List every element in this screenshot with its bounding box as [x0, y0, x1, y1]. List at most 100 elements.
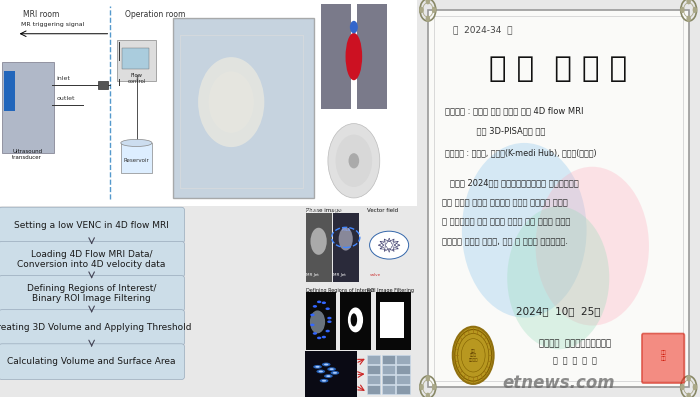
Circle shape [692, 384, 697, 390]
Circle shape [426, 393, 430, 397]
Circle shape [327, 320, 332, 323]
Circle shape [332, 372, 337, 374]
FancyBboxPatch shape [332, 213, 358, 282]
Text: Phase image: Phase image [306, 208, 341, 213]
Text: 이바지한 공로가 크므로, 이에 이 상장을 수여합니다.: 이바지한 공로가 크므로, 이에 이 상장을 수여합니다. [442, 238, 568, 247]
Text: Ultrasound
transducer: Ultrasound transducer [12, 149, 42, 160]
FancyBboxPatch shape [121, 143, 152, 173]
Circle shape [687, 393, 691, 397]
Circle shape [310, 314, 314, 316]
Ellipse shape [348, 307, 363, 332]
Text: 전자
서명: 전자 서명 [660, 350, 666, 361]
FancyBboxPatch shape [172, 18, 314, 198]
Text: 2024년  10월  25일: 2024년 10월 25일 [516, 306, 601, 317]
FancyBboxPatch shape [367, 375, 381, 384]
FancyBboxPatch shape [396, 365, 410, 374]
Text: 을 인정받았을 뿐만 아니라 가시화 기술 분야의 발전에: 을 인정받았을 뿐만 아니라 가시화 기술 분야의 발전에 [442, 218, 570, 227]
Text: Loading 4D Flow MRI Data/
Conversion into 4D velocity data: Loading 4D Flow MRI Data/ Conversion int… [18, 250, 166, 269]
Text: etnews.com: etnews.com [502, 374, 615, 392]
FancyBboxPatch shape [340, 292, 371, 350]
Circle shape [310, 324, 314, 326]
Ellipse shape [310, 310, 325, 333]
FancyBboxPatch shape [367, 385, 381, 393]
Ellipse shape [346, 33, 362, 80]
FancyBboxPatch shape [0, 344, 185, 380]
Text: Setting a low VENC in 4D flow MRI: Setting a low VENC in 4D flow MRI [14, 221, 169, 229]
Ellipse shape [351, 313, 357, 326]
Circle shape [324, 364, 328, 365]
Circle shape [198, 57, 265, 147]
Circle shape [316, 370, 325, 373]
Text: V180: V180 [306, 209, 318, 214]
FancyBboxPatch shape [428, 10, 689, 387]
FancyBboxPatch shape [0, 310, 185, 345]
Circle shape [209, 71, 254, 133]
Circle shape [692, 7, 697, 13]
Circle shape [680, 384, 685, 390]
Circle shape [322, 301, 326, 304]
FancyBboxPatch shape [396, 385, 410, 393]
Ellipse shape [328, 123, 380, 198]
Text: Vector field: Vector field [368, 208, 398, 213]
Text: 우 수  논 문 상: 우 수 논 문 상 [489, 56, 627, 83]
Circle shape [322, 380, 326, 382]
FancyBboxPatch shape [382, 385, 395, 393]
FancyBboxPatch shape [304, 351, 356, 397]
Circle shape [328, 367, 336, 371]
Ellipse shape [311, 228, 327, 255]
FancyBboxPatch shape [367, 355, 381, 364]
Text: Defining Regions of Interest: Defining Regions of Interest [306, 288, 374, 293]
Circle shape [426, 0, 430, 4]
Text: Flow
control: Flow control [127, 73, 146, 84]
Text: 기반 3D-PISA기법 개발: 기반 3D-PISA기법 개발 [445, 127, 545, 135]
Circle shape [315, 366, 320, 368]
Text: inlet: inlet [56, 76, 70, 81]
Text: 에서 우수한 논문을 발표하여 연구의 독창성과 우수성: 에서 우수한 논문을 발표하여 연구의 독창성과 우수성 [442, 198, 568, 207]
FancyBboxPatch shape [122, 48, 148, 69]
Circle shape [330, 368, 334, 370]
Circle shape [687, 375, 691, 382]
Circle shape [432, 384, 436, 390]
Circle shape [326, 375, 330, 377]
Circle shape [320, 379, 328, 383]
Text: 회  장  선  재  용: 회 장 선 재 용 [554, 357, 597, 366]
FancyBboxPatch shape [381, 302, 405, 338]
Circle shape [680, 7, 685, 13]
Text: 논문제목 : 승모판 역류 진단을 위한 4D flow MRI: 논문제목 : 승모판 역류 진단을 위한 4D flow MRI [445, 107, 583, 116]
Text: MRI room: MRI room [24, 10, 60, 19]
Text: 제  2024-34  호: 제 2024-34 호 [454, 25, 513, 34]
Circle shape [350, 21, 358, 33]
FancyBboxPatch shape [356, 4, 387, 109]
Circle shape [419, 7, 424, 13]
Text: 귀하는 2024년도 한국가시화정보학회 추계학술대회: 귀하는 2024년도 한국가시화정보학회 추계학술대회 [442, 178, 579, 187]
Circle shape [426, 15, 430, 22]
Circle shape [322, 336, 326, 338]
Circle shape [326, 307, 330, 310]
FancyBboxPatch shape [2, 62, 54, 153]
FancyBboxPatch shape [642, 333, 685, 383]
Circle shape [330, 371, 340, 375]
FancyBboxPatch shape [396, 355, 410, 364]
Text: Creating 3D Volume and Applying Threshold: Creating 3D Volume and Applying Threshol… [0, 323, 192, 332]
FancyBboxPatch shape [306, 292, 336, 350]
Circle shape [462, 143, 587, 318]
Circle shape [326, 330, 330, 332]
Circle shape [317, 337, 321, 339]
FancyBboxPatch shape [382, 375, 395, 384]
Text: Reservoir: Reservoir [123, 158, 149, 163]
Circle shape [324, 374, 332, 378]
Circle shape [313, 305, 317, 308]
Circle shape [432, 7, 436, 13]
Text: Calculating Volume and Surface Area: Calculating Volume and Surface Area [8, 357, 176, 366]
FancyBboxPatch shape [367, 365, 381, 374]
FancyBboxPatch shape [376, 292, 411, 350]
Text: 논문저자 : 권민성, 허형규(K-medi Hub), 이주연(강원대): 논문저자 : 권민성, 허형규(K-medi Hub), 이주연(강원대) [445, 148, 596, 157]
Circle shape [317, 301, 321, 303]
FancyBboxPatch shape [321, 4, 351, 109]
Text: MR Jet: MR Jet [332, 273, 346, 277]
Circle shape [313, 365, 322, 369]
Text: MR triggering signal: MR triggering signal [21, 22, 84, 27]
Circle shape [453, 327, 494, 384]
FancyBboxPatch shape [306, 213, 332, 282]
FancyBboxPatch shape [98, 81, 108, 89]
